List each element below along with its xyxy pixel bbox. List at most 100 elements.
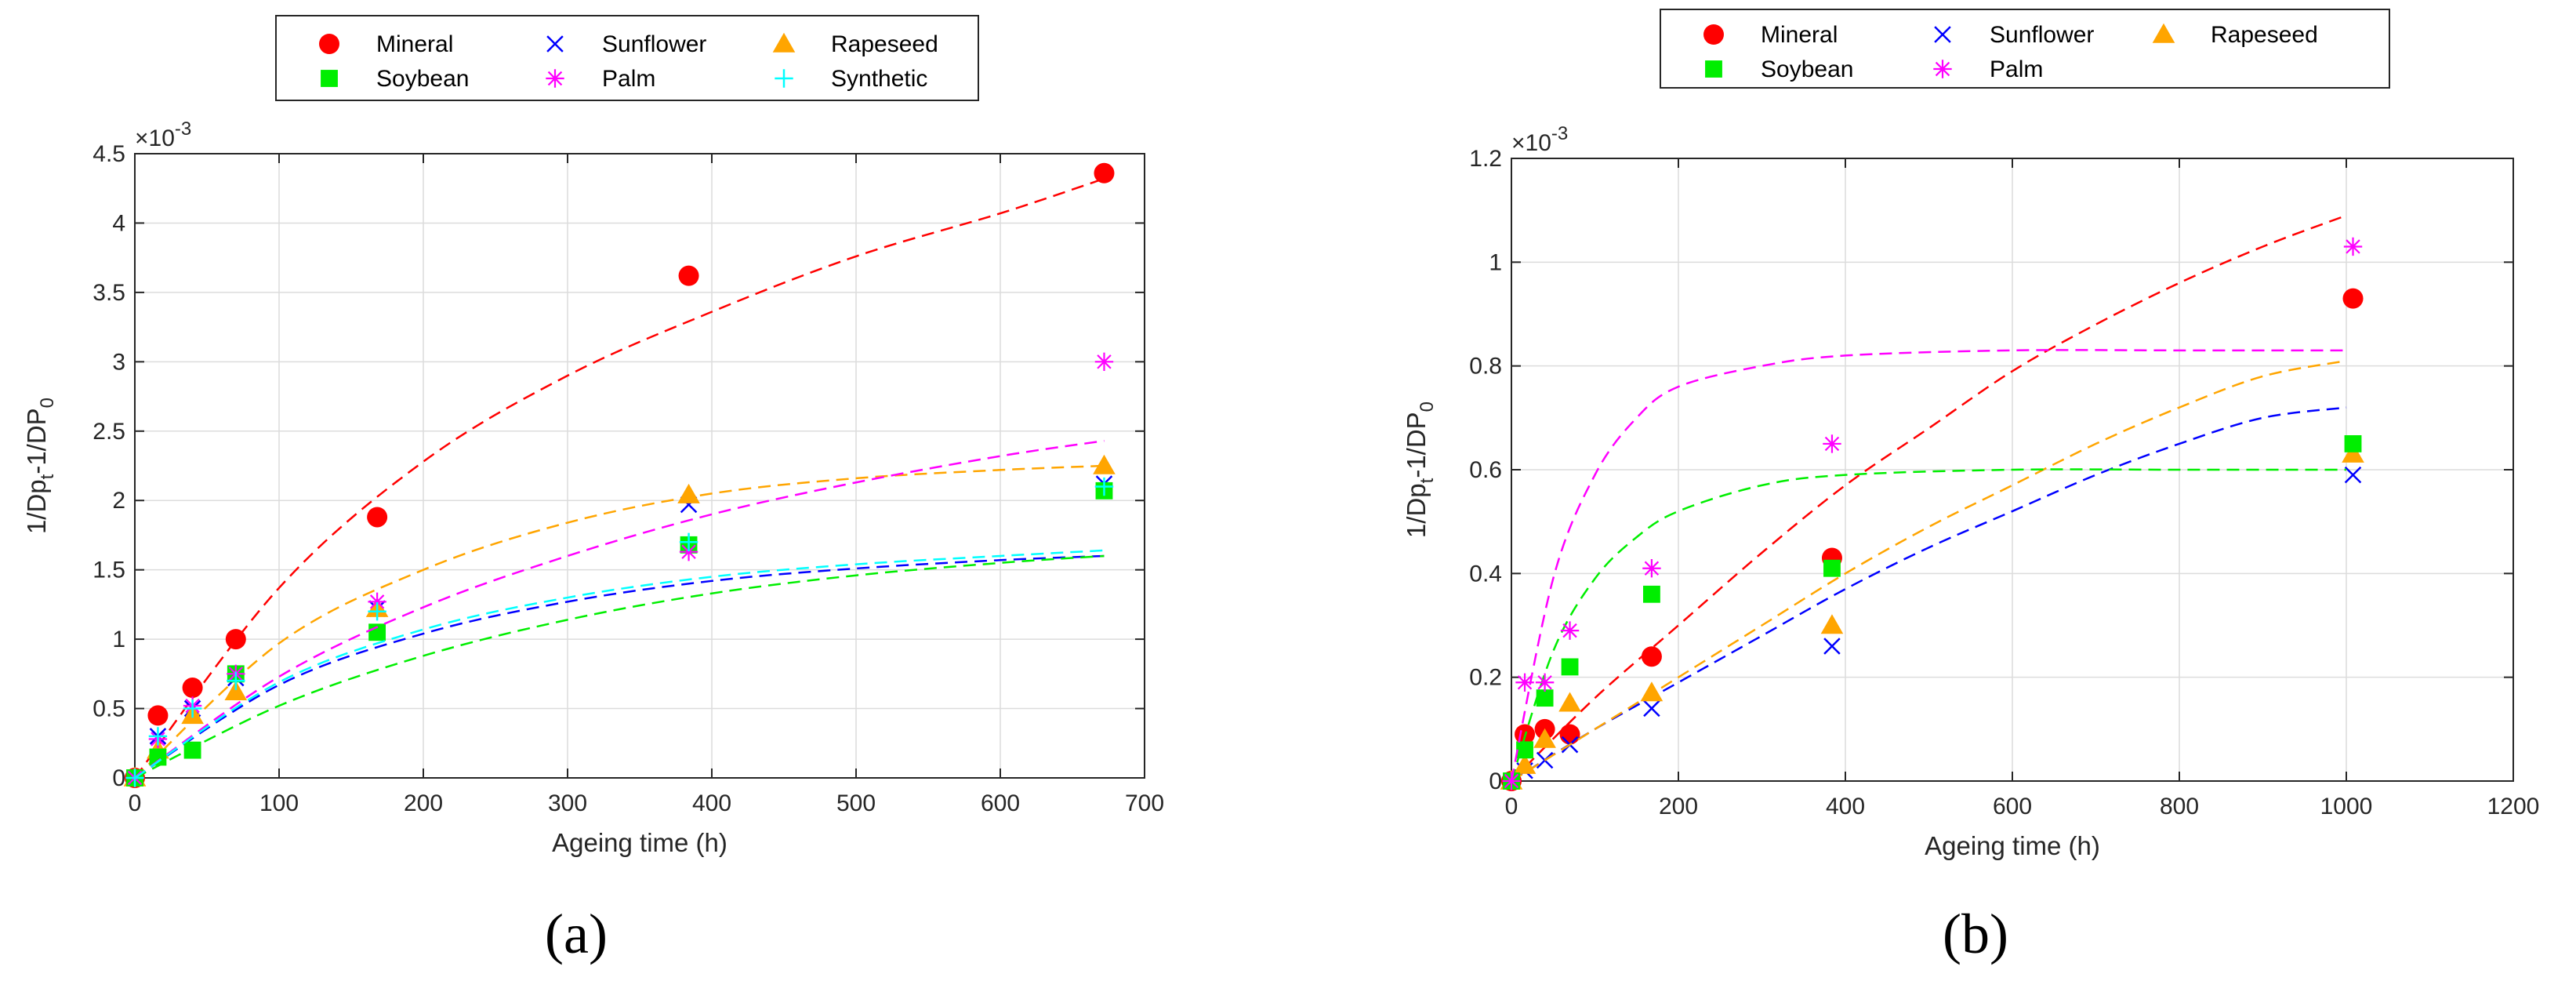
panel-a-y-tick-label: 0.5	[93, 696, 125, 722]
panel-a-fit-curve-synthetic	[135, 549, 1105, 778]
panel-b-legend-label-soybean: Soybean	[1761, 56, 1853, 82]
panel-b-point-soybean	[1536, 689, 1554, 707]
panel-b-point-rapeseed	[1533, 728, 1556, 748]
panel-a-x-tick-label: 700	[1125, 790, 1164, 816]
panel-a-point-mineral	[225, 629, 246, 650]
panel-a-series-soybean	[135, 554, 1105, 778]
panel-a-x-axis-label: Ageing time (h)	[552, 828, 727, 857]
panel-a-ticks: 0 100 200 300 400 500 600 700 0 0.5 1 1.5 2 2.5 3 3.5 4 4…	[93, 141, 1164, 816]
panel-a-point-mineral	[1094, 162, 1115, 183]
panel-a-point-synthetic	[183, 699, 202, 718]
caption-a: (a)	[545, 903, 608, 965]
panel-b-x-axis-label: Ageing time (h)	[1925, 831, 2100, 860]
panel-b-legend-label-mineral: Mineral	[1761, 22, 1838, 48]
panel-a-x-tick-label: 300	[548, 790, 587, 816]
panel-b-y-label-mid: -1/DP	[1402, 412, 1431, 478]
panel-a-x-tick-label: 100	[259, 790, 299, 816]
panel-a-y-label-sub2: 0	[37, 398, 58, 408]
panel-b-point-mineral	[1641, 646, 1662, 667]
panel-a-point-synthetic	[368, 602, 386, 621]
panel-a-legend-label-palm: Palm	[602, 66, 655, 92]
chart-panel-a: 0 100 200 300 400 500 600 700 0 0.5 1 1.5 2 2.5 3 3.5 4 4…	[22, 15, 1164, 857]
panel-b-point-soybean	[1561, 658, 1579, 676]
panel-b-x-tick-label: 400	[1826, 794, 1865, 819]
panel-b-x-tick-label: 800	[2160, 794, 2199, 819]
panel-a-point-palm	[679, 542, 698, 561]
panel-b-y-tick-label: 0.8	[1469, 354, 1502, 380]
panel-a-x-tick-label: 400	[692, 790, 731, 816]
panel-a-y-label-sub1: t	[37, 474, 58, 479]
panel-b-legend-marker-palm	[1933, 60, 1952, 78]
panel-b-point-mineral	[2342, 288, 2364, 309]
panel-a-x-tick-label: 500	[836, 790, 876, 816]
panel-b-point-palm	[1642, 559, 1661, 578]
panel-a-y-tick-label: 4.5	[93, 141, 125, 167]
panel-b-y-label-sub2: 0	[1417, 401, 1438, 412]
panel-b-fit-curve-palm	[1511, 349, 2346, 781]
panel-a-series-palm	[135, 439, 1105, 778]
panel-b-legend: Mineral Sunflower Rapeseed Soybean Palm	[1660, 9, 2390, 89]
panel-a-y-tick-label: 3.5	[93, 280, 125, 306]
caption-b: (b)	[1943, 903, 2008, 965]
panel-a-series-synthetic	[135, 549, 1105, 778]
panel-b-point-palm	[1515, 673, 1534, 692]
panel-b-y-axis-label: 1/Dpt-1/DP0	[1402, 401, 1438, 538]
panel-b-legend-label-sunflower: Sunflower	[1990, 22, 2094, 48]
panel-b-point-soybean	[1643, 585, 1660, 603]
panel-a-y-multiplier-base: ×10	[135, 125, 175, 151]
panel-a-legend-marker-soybean	[321, 70, 338, 87]
panel-b-legend-marker-rapeseed	[2152, 23, 2175, 43]
panel-a-point-mineral	[367, 507, 388, 528]
panel-b-fit-curve-soybean	[1511, 468, 2346, 781]
panel-b-point-palm	[1535, 673, 1555, 692]
panel-a-point-synthetic	[227, 671, 245, 690]
panel-a-legend-marker-synthetic	[775, 69, 793, 88]
panel-b-legend-label-rapeseed: Rapeseed	[2211, 22, 2318, 48]
panel-a-series-sunflower	[135, 554, 1105, 778]
chart-panel-b: 0 200 400 600 800 1000 1200 0 0.2 0.4 0.6 0.8 1 1.2 ×1…	[1402, 9, 2539, 860]
panel-a-legend-label-sunflower: Sunflower	[602, 31, 706, 57]
panel-a-legend-label-synthetic: Synthetic	[831, 66, 927, 92]
panel-a-y-tick-label: 1.5	[93, 558, 125, 583]
panel-b-y-multiplier-exponent: -3	[1551, 123, 1568, 144]
panel-a-y-tick-label: 4	[112, 210, 125, 236]
panel-b-y-multiplier: ×10-3	[1511, 123, 1568, 156]
panel-b-y-label-main: 1/Dp	[1402, 483, 1431, 538]
panel-a-point-mineral	[678, 265, 699, 286]
panel-b-x-tick-label: 0	[1505, 794, 1518, 819]
panel-b-point-rapeseed	[1640, 681, 1664, 702]
panel-a-y-multiplier-exponent: -3	[175, 118, 191, 140]
panel-a-fit-curve-soybean	[135, 554, 1105, 778]
panel-b-legend-marker-soybean	[1705, 60, 1722, 78]
panel-a-points-synthetic	[125, 477, 1114, 787]
panel-b-y-tick-label: 1	[1489, 249, 1502, 275]
panel-b-y-multiplier-base: ×10	[1511, 130, 1551, 156]
panel-a-y-tick-label: 3	[112, 349, 125, 375]
panel-b-point-sunflower	[2344, 466, 2362, 484]
panel-b-point-rapeseed	[1558, 692, 1581, 712]
panel-b-x-tick-label: 600	[1993, 794, 2032, 819]
panel-b-point-mineral	[1559, 724, 1580, 745]
panel-a-y-multiplier: ×10-3	[135, 118, 191, 151]
panel-b-point-soybean	[1823, 559, 1841, 577]
panel-b-point-rapeseed	[1820, 614, 1844, 634]
panel-a-point-palm	[368, 592, 386, 612]
panel-b-point-sunflower	[1643, 699, 1660, 718]
panel-b-legend-marker-sunflower	[1934, 26, 1951, 43]
panel-b-point-palm	[2343, 237, 2363, 256]
panel-a-fit-curve-sunflower	[135, 554, 1105, 778]
panel-a-fit-curve-palm	[135, 439, 1105, 778]
panel-a-legend-marker-mineral	[319, 34, 339, 54]
panel-b-x-tick-label: 200	[1659, 794, 1698, 819]
panel-a-fit-curve-mineral	[135, 177, 1105, 778]
panel-a-x-tick-label: 200	[404, 790, 443, 816]
panel-b-point-palm	[1560, 621, 1580, 640]
panel-a-point-synthetic	[679, 532, 698, 551]
panel-a-point-rapeseed	[677, 483, 700, 503]
panel-b-point-soybean	[2344, 434, 2362, 452]
panel-a-legend-marker-palm	[546, 69, 564, 88]
panel-a-point-mineral	[147, 705, 169, 726]
panel-b-y-tick-label: 0.2	[1469, 665, 1502, 691]
panel-a-point-mineral	[182, 678, 203, 699]
panel-a-legend: Mineral Sunflower Rapeseed Soybean Palm Synth…	[275, 15, 979, 101]
